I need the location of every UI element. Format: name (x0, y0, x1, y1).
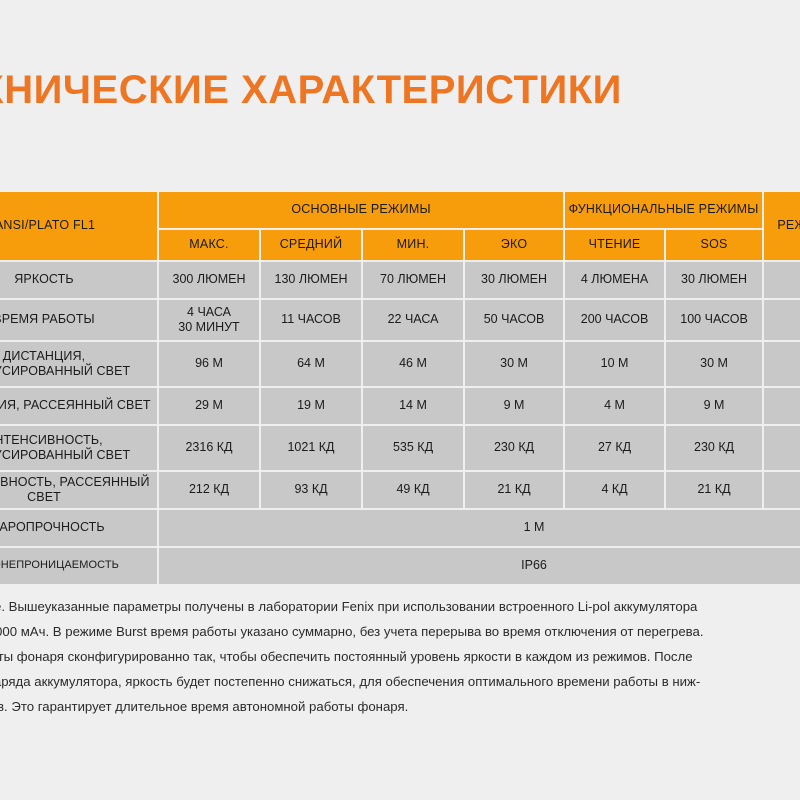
group-header-burst-mode: РЕЖИМ ВСПЫШКИ (764, 192, 800, 260)
cell-intensity-focused-max: 2316 КД (159, 426, 259, 470)
cell-distance-focused-sos: 30 М (666, 342, 763, 386)
cell-distance-flood-sos: 9 М (666, 388, 763, 424)
cell-intensity-focused-medium: 1021 КД (261, 426, 361, 470)
cell-distance-flood-reading: 4 М (565, 388, 665, 424)
cell-distance-focused-burst: 140 М (764, 342, 800, 386)
group-header-functional-modes: ФУНКЦИОНАЛЬНЫЕ РЕЖИМЫ (565, 192, 763, 228)
cell-intensity-flood-reading: 4 КД (565, 472, 665, 508)
cell-runtime-medium: 11 ЧАСОВ (261, 300, 361, 340)
standard-label-cell: ANSI/PLATO FL1 (0, 192, 157, 260)
mode-header-eco: ЭКО (465, 230, 564, 260)
cell-intensity-focused-reading: 27 КД (565, 426, 665, 470)
cell-distance-flood-eco: 9 М (465, 388, 564, 424)
cell-distance-focused-reading: 10 М (565, 342, 665, 386)
row-label-intensity-focused: ИНТЕНСИВНОСТЬ, СФОКУСИРОВАННЫЙ СВЕТ (0, 426, 157, 470)
cell-brightness-max: 300 ЛЮМЕН (159, 262, 259, 298)
cell-brightness-sos: 30 ЛЮМЕН (666, 262, 763, 298)
specifications-table: ANSI/PLATO FL1 ОСНОВНЫЕ РЕЖИМЫ ФУНКЦИОНА… (0, 190, 800, 586)
footnote-line: них режимов. Это гарантирует длительное … (0, 699, 409, 714)
footnote-line: снижения заряда аккумулятора, яркость бу… (0, 674, 701, 689)
table-row: ВОДОНЕПРОНИЦАЕМОСТЬ IP66 (0, 548, 800, 584)
row-label-runtime: ВРЕМЯ РАБОТЫ (0, 300, 157, 340)
row-label-water-resistance: ВОДОНЕПРОНИЦАЕМОСТЬ (0, 548, 157, 584)
specifications-table-wrapper: ANSI/PLATO FL1 ОСНОВНЫЕ РЕЖИМЫ ФУНКЦИОНА… (0, 190, 800, 586)
row-label-brightness: ЯРКОСТЬ (0, 262, 157, 298)
group-header-main-modes: ОСНОВНЫЕ РЕЖИМЫ (159, 192, 564, 228)
table-row: УДАРОПРОЧНОСТЬ 1 М (0, 510, 800, 546)
cell-runtime-burst: 1 ЧАС20 МИНУТ (764, 300, 800, 340)
cell-brightness-reading: 4 ЛЮМЕНА (565, 262, 665, 298)
cell-intensity-focused-sos: 230 КД (666, 426, 763, 470)
cell-distance-flood-burst: 43 М (764, 388, 800, 424)
row-label-distance-flood: ДИСТАНЦИЯ, РАССЕЯННЫЙ СВЕТ (0, 388, 157, 424)
page-title: ТЕХНИЧЕСКИЕ ХАРАКТЕРИСТИКИ (0, 68, 622, 112)
cell-distance-focused-min: 46 М (363, 342, 463, 386)
footnote-block: Примечание. Вышеуказанные параметры полу… (0, 594, 800, 719)
cell-runtime-eco: 50 ЧАСОВ (465, 300, 564, 340)
cell-intensity-flood-max: 212 КД (159, 472, 259, 508)
cell-intensity-flood-medium: 93 КД (261, 472, 361, 508)
footnote-line: Примечание. Вышеуказанные параметры полу… (0, 599, 698, 614)
cell-distance-focused-eco: 30 М (465, 342, 564, 386)
cell-brightness-eco: 30 ЛЮМЕН (465, 262, 564, 298)
header-row-groups: ANSI/PLATO FL1 ОСНОВНЫЕ РЕЖИМЫ ФУНКЦИОНА… (0, 192, 800, 260)
cell-distance-focused-max: 96 М (159, 342, 259, 386)
cell-distance-flood-max: 29 М (159, 388, 259, 424)
table-header: ANSI/PLATO FL1 ОСНОВНЫЕ РЕЖИМЫ ФУНКЦИОНА… (0, 192, 800, 260)
cell-intensity-focused-burst: 5420 КД (764, 426, 800, 470)
table-row: ДИСТАНЦИЯ, СФОКУСИРОВАННЫЙ СВЕТ 96 М 64 … (0, 342, 800, 386)
cell-runtime-max: 4 ЧАСА 30 МИНУТ (159, 300, 259, 340)
mode-header-sos: SOS (666, 230, 763, 260)
cell-intensity-focused-eco: 230 КД (465, 426, 564, 470)
cell-distance-focused-medium: 64 М (261, 342, 361, 386)
cell-intensity-flood-sos: 21 КД (666, 472, 763, 508)
row-label-distance-focused: ДИСТАНЦИЯ, СФОКУСИРОВАННЫЙ СВЕТ (0, 342, 157, 386)
cell-intensity-flood-eco: 21 КД (465, 472, 564, 508)
mode-header-min: МИН. (363, 230, 463, 260)
cell-brightness-medium: 130 ЛЮМЕН (261, 262, 361, 298)
header-row-modes: МАКС. СРЕДНИЙ МИН. ЭКО ЧТЕНИЕ SOS (0, 230, 800, 260)
table-row: ВРЕМЯ РАБОТЫ 4 ЧАСА 30 МИНУТ 11 ЧАСОВ 22 … (0, 300, 800, 340)
cell-intensity-flood-min: 49 КД (363, 472, 463, 508)
cell-distance-flood-medium: 19 М (261, 388, 361, 424)
cell-brightness-burst: 600 ЛЮМЕН (764, 262, 800, 298)
cell-intensity-flood-burst: 472 КД (764, 472, 800, 508)
cell-runtime-reading: 200 ЧАСОВ (565, 300, 665, 340)
cell-runtime-min: 22 ЧАСА (363, 300, 463, 340)
cell-impact-resistance-value: 1 М (159, 510, 800, 546)
row-label-intensity-flood: ИНТЕНСИВНОСТЬ, РАССЕЯННЫЙ СВЕТ (0, 472, 157, 508)
mode-header-max: МАКС. (159, 230, 259, 260)
cell-intensity-focused-min: 535 КД (363, 426, 463, 470)
footnote-line: Время работы фонаря сконфигурированно та… (0, 649, 693, 664)
mode-header-medium: СРЕДНИЙ (261, 230, 361, 260)
row-label-impact-resistance: УДАРОПРОЧНОСТЬ (0, 510, 157, 546)
table-row: ДИСТАНЦИЯ, РАССЕЯННЫЙ СВЕТ 29 М 19 М 14 … (0, 388, 800, 424)
table-row: ЯРКОСТЬ 300 ЛЮМЕН 130 ЛЮМЕН 70 ЛЮМЕН 30 … (0, 262, 800, 298)
cell-runtime-sos: 100 ЧАСОВ (666, 300, 763, 340)
cell-water-resistance-value: IP66 (159, 548, 800, 584)
cell-distance-flood-min: 14 М (363, 388, 463, 424)
table-body: ЯРКОСТЬ 300 ЛЮМЕН 130 ЛЮМЕН 70 ЛЮМЕН 30 … (0, 262, 800, 584)
footnote-line: емкостью 2000 мАч. В режиме Burst время … (0, 624, 704, 639)
cell-brightness-min: 70 ЛЮМЕН (363, 262, 463, 298)
mode-header-reading: ЧТЕНИЕ (565, 230, 665, 260)
table-row: ИНТЕНСИВНОСТЬ, СФОКУСИРОВАННЫЙ СВЕТ 2316… (0, 426, 800, 470)
table-row: ИНТЕНСИВНОСТЬ, РАССЕЯННЫЙ СВЕТ 212 КД 93… (0, 472, 800, 508)
